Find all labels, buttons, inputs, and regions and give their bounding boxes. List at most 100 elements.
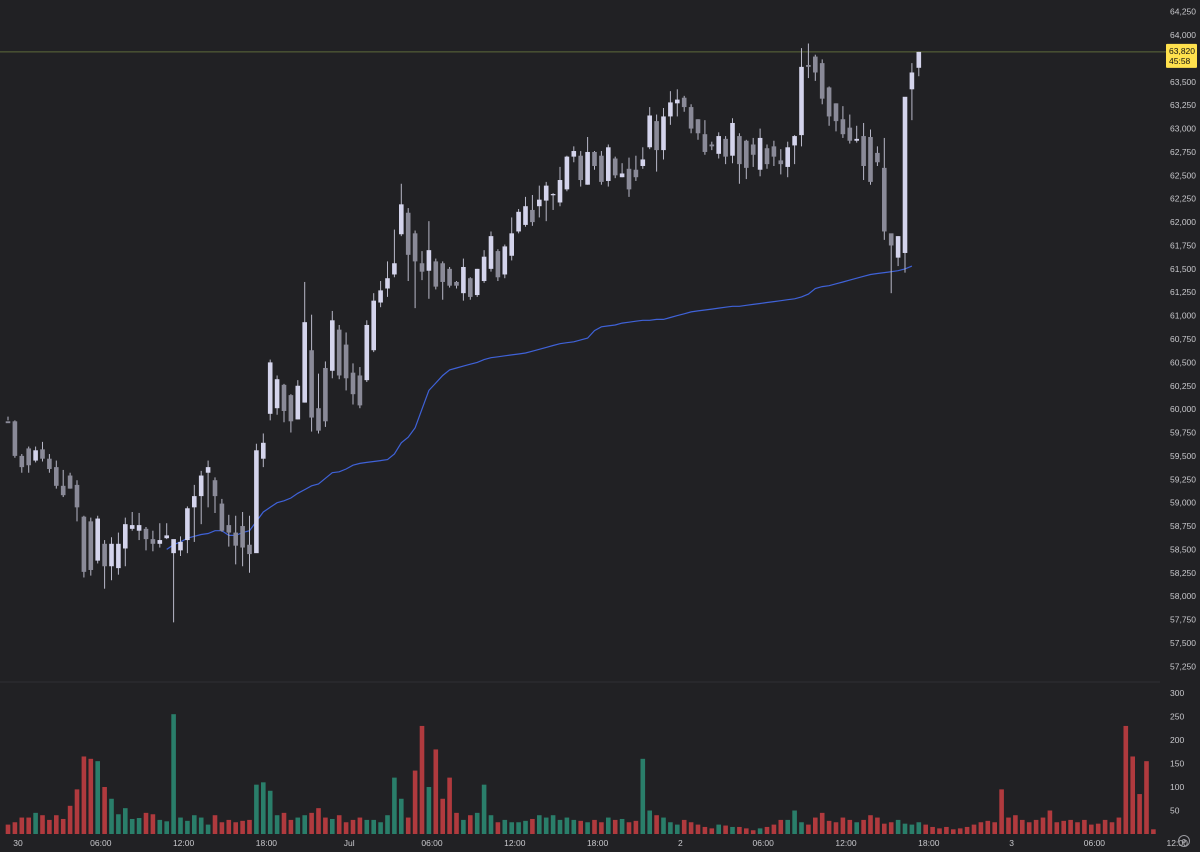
volume-bar [426,787,432,834]
candle-body [205,467,211,473]
candle-body [40,449,45,459]
candle-body [198,475,204,497]
candle-body [330,320,335,371]
volume-bar [205,824,211,834]
candle-body [392,263,397,275]
volume-bar [495,822,501,834]
candle-body [550,194,556,196]
volume-bar [1137,794,1142,834]
volume-bar [171,714,176,834]
volume-bar [1006,817,1011,834]
volume-bar [405,817,411,834]
volume-bar [564,817,570,834]
candle-body [74,484,80,508]
volume-bar [847,819,853,834]
time-tick-label: Jul [344,838,355,848]
volume-bar [295,817,301,834]
candle-body [509,233,514,256]
candle-body [54,467,59,486]
candle-body [571,151,577,157]
volume-bar [688,822,694,834]
volume-bar [157,819,163,834]
candle-body [157,540,163,544]
candle-body [336,329,342,376]
price-tick-label: 64,000 [1170,30,1196,40]
candle-body [840,119,846,135]
volume-bar [957,828,963,834]
volume-bar [799,822,804,834]
candle-body [688,107,694,129]
candle-body [861,136,866,166]
settings-icon[interactable] [1178,835,1190,847]
volume-bar [240,820,245,834]
time-tick-label: 30 [13,838,23,848]
volume-bar [737,826,742,834]
candle-body [399,204,404,235]
volume-bar [895,819,901,834]
candle-body [5,421,11,424]
volume-bar [813,817,818,834]
volume-bar [54,815,59,834]
price-tick-label: 59,000 [1170,498,1196,508]
volume-bar [902,823,908,834]
volume-bar [1020,819,1025,834]
candle-body [502,246,508,275]
price-tick-label: 61,250 [1170,287,1196,297]
volume-bar [336,815,342,834]
price-axis[interactable]: 57,250 57,500 57,750 58,000 58,250 58,500 58,7… [1170,7,1196,672]
candle-body [744,140,749,168]
volume-bar [951,829,956,834]
price-tick-label: 62,250 [1170,194,1196,204]
volume-bar [247,819,252,834]
volume-bar [481,784,487,834]
volume-bar [26,817,31,834]
candles [5,43,922,623]
candle-body [681,97,687,108]
price-tick-label: 63,250 [1170,100,1196,110]
price-tick-label: 58,250 [1170,568,1196,578]
candle-body [247,544,252,555]
candle-body [357,375,363,406]
candle-body [537,199,542,207]
time-tick-label: 2 [678,838,683,848]
volume-bar [654,815,659,834]
volume-bar [875,817,880,834]
candle-body [695,119,701,134]
volume-bar [150,814,156,834]
candle-body [440,263,445,282]
volume-bar [640,758,646,834]
candle-body [612,158,618,176]
candle-body [564,156,570,190]
volume-bar [1109,822,1115,834]
candle-body [764,148,770,165]
candle-body [47,458,52,469]
volume-bar [530,818,535,834]
candle-body [323,367,328,422]
candle-body [385,278,390,289]
volume-bar [60,818,66,834]
volume-bar [1013,815,1018,834]
volume-bar [288,819,294,834]
candle-body [668,102,673,117]
candle-body [723,138,728,157]
volume-tick-label: 50 [1170,806,1180,816]
candle-body [350,372,356,395]
volume-bar [1061,820,1066,834]
volume-axis[interactable]: 50 100 150 200 250 300 [1170,688,1184,815]
volume-bar [123,808,128,834]
volume-bar [1095,823,1101,834]
volume-bar [923,824,928,834]
time-axis[interactable]: 30 06:00 12:00 18:00 Jul 06:00 12:00 18:00 2 06:0… [13,838,1200,848]
volume-bar [702,826,708,834]
candle-body [599,155,604,182]
volume-bar [592,819,597,834]
candle-countdown: 45:58 [1169,56,1191,66]
candle-body [633,169,639,178]
time-tick-label: 06:00 [1084,838,1106,848]
volume-bar [267,790,273,834]
candle-body [129,525,135,529]
volume-bar [185,820,190,834]
candle-body [750,144,756,155]
volume-bar [992,822,997,834]
